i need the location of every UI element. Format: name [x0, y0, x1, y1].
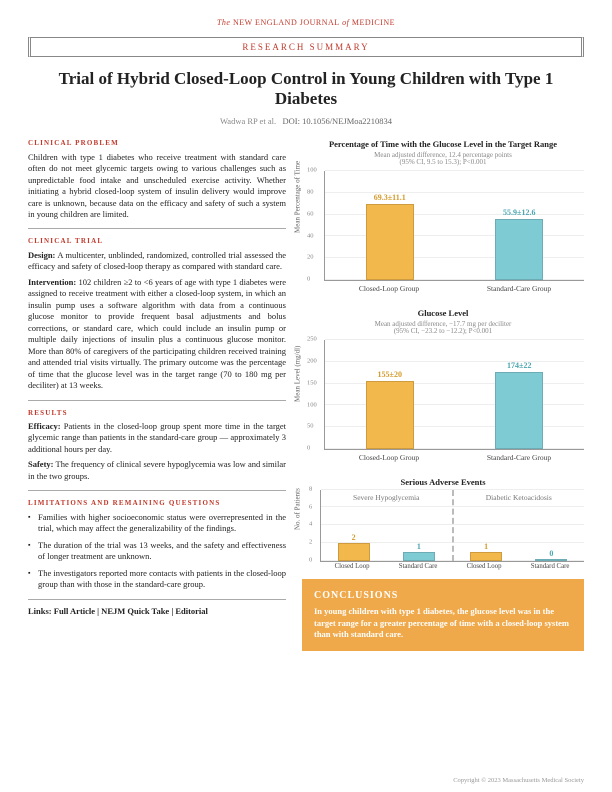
- section-head-trial: CLINICAL TRIAL: [28, 237, 286, 246]
- copyright: Copyright © 2023 Massachusetts Medical S…: [453, 777, 584, 786]
- ae-bar: 1: [470, 552, 502, 561]
- ytick: 60: [307, 210, 314, 219]
- chart1: Mean Percentage of Time 02040608010069.3…: [302, 171, 584, 294]
- byline: Wadwa RP et al. DOI: 10.1056/NEJMoa22108…: [28, 116, 584, 127]
- limitation-item: Families with higher socioeconomic statu…: [28, 512, 286, 535]
- ytick: 150: [307, 379, 317, 388]
- ae-bar-value: 1: [417, 542, 421, 553]
- bar-value: 69.3±11.1: [374, 193, 406, 204]
- ae-x-label: Standard Care: [531, 562, 570, 571]
- chart1-sub: Mean adjusted difference, 12.4 percentag…: [302, 152, 584, 167]
- ytick: 100: [307, 167, 317, 176]
- chart2-title: Glucose Level: [302, 308, 584, 319]
- ytick: 4: [309, 521, 312, 530]
- ae-bar: 0: [535, 559, 567, 561]
- chart2: Mean Level (mg/dl) 050100150200250155±20…: [302, 340, 584, 463]
- ae-x-label: Standard Care: [399, 562, 438, 571]
- ytick: 100: [307, 401, 317, 410]
- chart1-ylabel: Mean Percentage of Time: [293, 160, 302, 232]
- section-head-results: RESULTS: [28, 409, 286, 418]
- bar: 55.9±12.6: [495, 219, 543, 280]
- bar-value: 155±20: [378, 370, 402, 381]
- ytick: 80: [307, 188, 314, 197]
- page-title: Trial of Hybrid Closed-Loop Control in Y…: [48, 69, 564, 110]
- limitation-item: The investigators reported more contacts…: [28, 568, 286, 591]
- chart3: No. of Patients 02468Severe Hypoglycemia…: [302, 490, 584, 571]
- x-label: Closed-Loop Group: [354, 284, 424, 294]
- section-head-problem: CLINICAL PROBLEM: [28, 139, 286, 148]
- ytick: 0: [307, 445, 310, 454]
- design-text: Design: A multicenter, unblinded, random…: [28, 250, 286, 273]
- x-label: Standard-Care Group: [484, 284, 554, 294]
- ytick: 2: [309, 538, 312, 547]
- divider: [28, 228, 286, 229]
- bar-value: 55.9±12.6: [503, 208, 535, 219]
- chart3-ylabel: No. of Patients: [293, 488, 302, 530]
- ae-bar: 1: [403, 552, 435, 561]
- left-column: CLINICAL PROBLEM Children with type 1 di…: [28, 139, 286, 650]
- ytick: 20: [307, 254, 314, 263]
- bar: 174±22: [495, 372, 543, 449]
- ytick: 50: [307, 423, 314, 432]
- chart2-sub: Mean adjusted difference, −17.7 mg per d…: [302, 321, 584, 336]
- bar: 155±20: [366, 381, 414, 449]
- chart3-title: Serious Adverse Events: [302, 477, 584, 488]
- ae-x-label: Closed Loop: [467, 562, 502, 571]
- ae-panel: Severe Hypoglycemia21: [321, 490, 452, 561]
- efficacy-text: Efficacy: Patients in the closed-loop gr…: [28, 421, 286, 455]
- doi[interactable]: DOI: 10.1056/NEJMoa2210834: [282, 116, 392, 126]
- ytick: 40: [307, 232, 314, 241]
- ytick: 8: [309, 485, 312, 494]
- conclusions-box: CONCLUSIONS In young children with type …: [302, 579, 584, 651]
- bar: 69.3±11.1: [366, 204, 414, 280]
- limitations-list: Families with higher socioeconomic statu…: [28, 512, 286, 591]
- chart1-title: Percentage of Time with the Glucose Leve…: [302, 139, 584, 150]
- ae-bar-value: 2: [352, 533, 356, 544]
- bar-value: 174±22: [507, 361, 531, 372]
- ae-bar: 2: [338, 543, 370, 561]
- x-label: Standard-Care Group: [484, 453, 554, 463]
- divider: [28, 400, 286, 401]
- clinical-problem-text: Children with type 1 diabetes who receiv…: [28, 152, 286, 221]
- safety-text: Safety: The frequency of clinical severe…: [28, 459, 286, 482]
- limitation-item: The duration of the trial was 13 weeks, …: [28, 540, 286, 563]
- right-column: Percentage of Time with the Glucose Leve…: [302, 139, 584, 650]
- ytick: 6: [309, 503, 312, 512]
- intervention-text: Intervention: 102 children ≥2 to <6 year…: [28, 277, 286, 392]
- ytick: 250: [307, 336, 317, 345]
- ae-bar-value: 0: [549, 549, 553, 560]
- ytick: 0: [307, 276, 310, 285]
- journal-name: The NEW ENGLAND JOURNAL of MEDICINE: [28, 18, 584, 29]
- section-head-limitations: LIMITATIONS AND REMAINING QUESTIONS: [28, 499, 286, 508]
- links[interactable]: Links: Full Article | NEJM Quick Take | …: [28, 599, 286, 617]
- ae-bar-value: 1: [484, 542, 488, 553]
- ae-panel: Diabetic Ketoacidosis10: [452, 490, 585, 561]
- conclusions-body: In young children with type 1 diabetes, …: [314, 606, 572, 640]
- divider: [28, 490, 286, 491]
- ae-x-label: Closed Loop: [335, 562, 370, 571]
- authors: Wadwa RP et al.: [220, 116, 276, 126]
- conclusions-head: CONCLUSIONS: [314, 589, 572, 603]
- ytick: 200: [307, 357, 317, 366]
- x-label: Closed-Loop Group: [354, 453, 424, 463]
- summary-banner: RESEARCH SUMMARY: [28, 37, 584, 57]
- chart2-ylabel: Mean Level (mg/dl): [293, 345, 302, 401]
- ytick: 0: [309, 556, 312, 565]
